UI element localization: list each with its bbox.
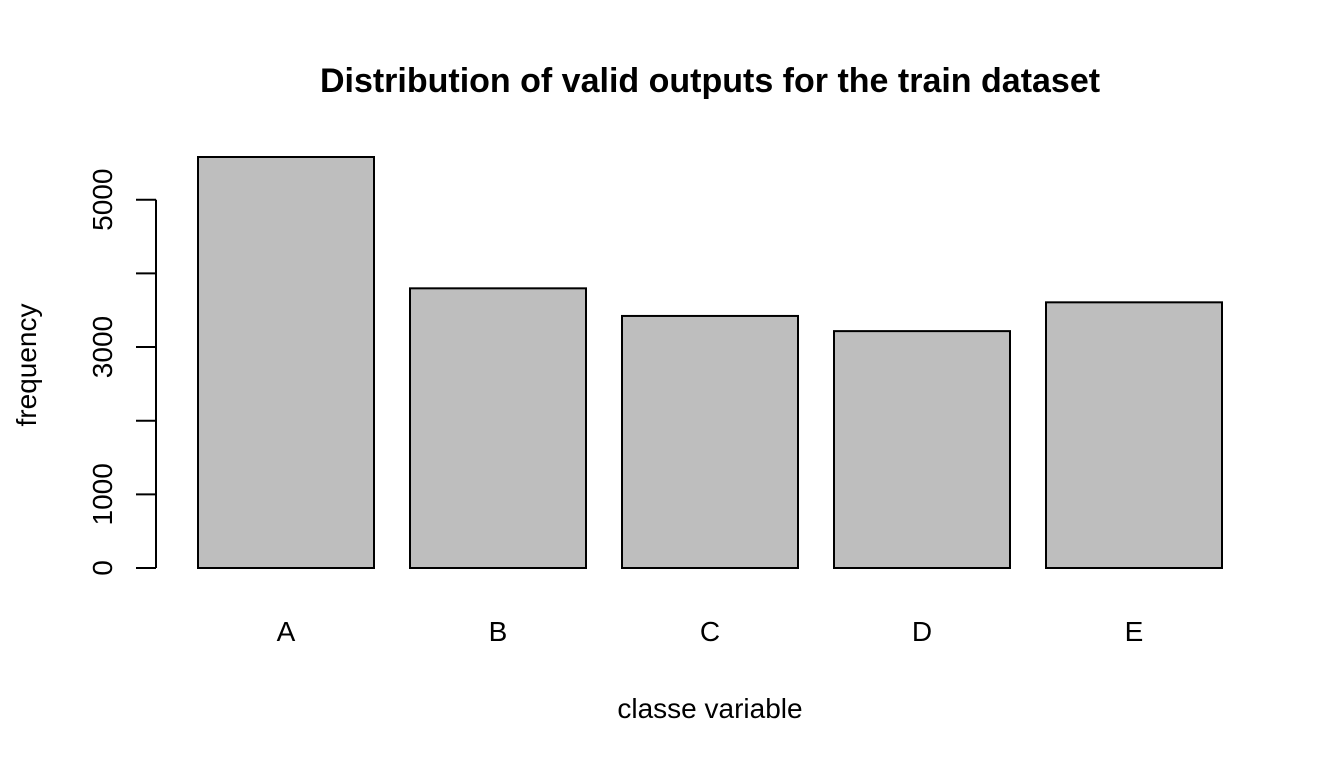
bars-group [197, 156, 1223, 570]
x-tick-label-e: E [1125, 616, 1144, 647]
x-tick-label-d: D [912, 616, 932, 647]
chart-title: Distribution of valid outputs for the tr… [320, 62, 1100, 100]
x-tick-labels-group: A B C D E [277, 616, 1144, 647]
y-axis: 0 1000 3000 5000 [87, 169, 157, 576]
y-tick-label-3000: 3000 [87, 316, 118, 378]
bar-b [409, 287, 587, 569]
bar-a [197, 156, 375, 569]
bar-c [621, 314, 799, 569]
x-axis-label: classe variable [617, 693, 802, 724]
bar-e [1045, 301, 1223, 569]
y-tick-label-5000: 5000 [87, 169, 118, 231]
x-tick-label-b: B [489, 616, 508, 647]
x-tick-label-c: C [700, 616, 720, 647]
y-tick-label-1000: 1000 [87, 463, 118, 525]
x-tick-label-a: A [277, 616, 296, 647]
y-axis-label: frequency [11, 304, 42, 427]
y-tick-label-0: 0 [87, 560, 118, 576]
bar-d [833, 330, 1011, 570]
